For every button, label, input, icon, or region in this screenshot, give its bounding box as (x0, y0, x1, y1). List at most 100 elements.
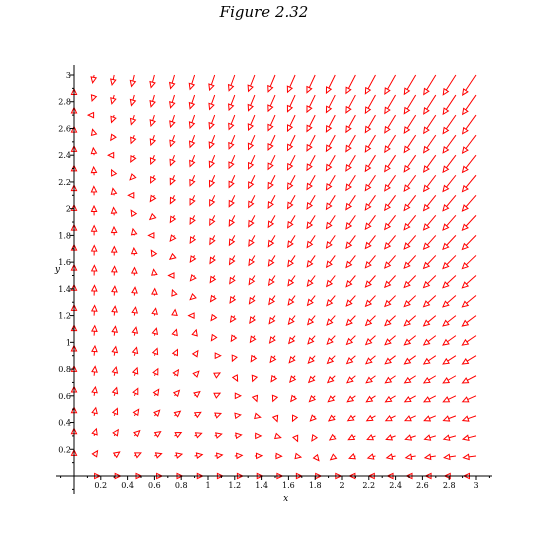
field-arrow (194, 452, 204, 459)
field-arrow (345, 134, 356, 153)
field-arrow (345, 195, 356, 211)
field-arrow (442, 295, 457, 308)
field-arrow (443, 453, 456, 461)
field-arrow (327, 414, 336, 422)
field-arrow (234, 452, 244, 460)
field-arrow (287, 315, 296, 326)
field-arrow (154, 452, 163, 459)
field-arrow (90, 165, 98, 176)
field-arrow (228, 195, 236, 208)
axes: 0.2 0.4 0.6 0.8 1 1.2 1.4 1.6 1.8 2 2.2 2.4 2.6 2.8 3 … (56, 65, 492, 494)
field-arrow (461, 215, 477, 232)
field-arrow (461, 355, 477, 365)
field-arrow (151, 327, 159, 336)
field-arrow (267, 195, 276, 209)
field-arrow (267, 114, 276, 132)
field-arrow (193, 390, 201, 398)
field-arrow (365, 414, 376, 422)
field-arrow (442, 74, 457, 96)
field-arrow (307, 375, 316, 384)
arrows-layer (70, 74, 477, 480)
field-arrow (228, 134, 236, 150)
field-arrow (384, 114, 397, 134)
field-arrow (287, 235, 296, 249)
field-arrow (209, 294, 217, 303)
field-arrow (286, 94, 296, 113)
field-arrow (133, 429, 141, 438)
field-arrow (403, 235, 417, 250)
field-arrow (110, 225, 118, 236)
field-arrow (249, 335, 257, 344)
field-arrow (422, 375, 437, 384)
field-arrow (461, 94, 477, 116)
field-arrow (442, 335, 457, 346)
field-arrow (461, 235, 477, 251)
field-arrow (267, 175, 276, 190)
field-arrow (129, 94, 137, 107)
field-arrow (423, 94, 437, 115)
field-arrow (168, 74, 176, 90)
field-arrow (112, 451, 121, 459)
field-arrow (384, 275, 396, 289)
field-arrow (209, 275, 217, 284)
field-arrow (306, 114, 316, 133)
field-arrow (383, 255, 396, 269)
field-arrow (325, 255, 336, 269)
field-arrow (187, 312, 195, 319)
field-arrow (153, 409, 161, 417)
field-arrow (422, 174, 437, 193)
field-arrow (403, 415, 416, 422)
field-arrow (234, 432, 243, 440)
field-arrow (229, 295, 237, 304)
field-arrow (210, 313, 218, 322)
field-arrow (325, 74, 336, 95)
field-arrow (274, 452, 283, 460)
field-arrow (148, 212, 157, 221)
field-arrow (131, 326, 139, 336)
field-arrow (110, 133, 117, 142)
x-tick-label: 2.6 (416, 481, 429, 490)
field-arrow (231, 354, 238, 363)
field-arrow (461, 295, 477, 308)
field-arrow (189, 155, 196, 168)
field-arrow (213, 392, 222, 399)
field-arrow (111, 365, 119, 376)
field-arrow (267, 94, 276, 113)
field-arrow (133, 452, 142, 459)
field-arrow (247, 134, 256, 151)
field-arrow (249, 315, 256, 324)
field-arrow (364, 235, 376, 250)
field-arrow (461, 255, 477, 270)
field-arrow (325, 275, 336, 288)
field-arrow (287, 335, 296, 345)
field-arrow (286, 195, 296, 210)
field-arrow (345, 154, 356, 172)
field-arrow (423, 453, 436, 461)
field-arrow (248, 295, 256, 305)
field-arrow (423, 434, 436, 441)
field-arrow (461, 275, 477, 289)
field-arrow (366, 453, 376, 460)
field-arrow (230, 334, 238, 343)
field-arrow (208, 94, 216, 111)
field-arrow (286, 154, 296, 171)
field-arrow (112, 428, 119, 437)
field-arrow (91, 344, 98, 356)
field-arrow (214, 412, 223, 419)
field-arrow (107, 151, 115, 159)
field-arrow (325, 154, 336, 172)
field-arrow (404, 434, 416, 441)
field-arrow (149, 194, 157, 203)
field-arrow (110, 114, 117, 124)
field-arrow (110, 187, 118, 196)
field-arrow (248, 175, 256, 190)
x-axis-ticks: 0.2 0.4 0.6 0.8 1 1.2 1.4 1.6 1.8 2 2.2 2.4 2.6 2.8 3 (60, 476, 490, 490)
x-tick-label: 2.2 (362, 481, 375, 490)
field-arrow (306, 255, 316, 268)
field-arrow (271, 414, 279, 423)
y-tick-label: 3 (66, 71, 71, 80)
field-arrow (290, 394, 298, 403)
field-arrow (422, 235, 437, 251)
field-arrow (248, 154, 256, 170)
field-arrow (403, 375, 416, 384)
